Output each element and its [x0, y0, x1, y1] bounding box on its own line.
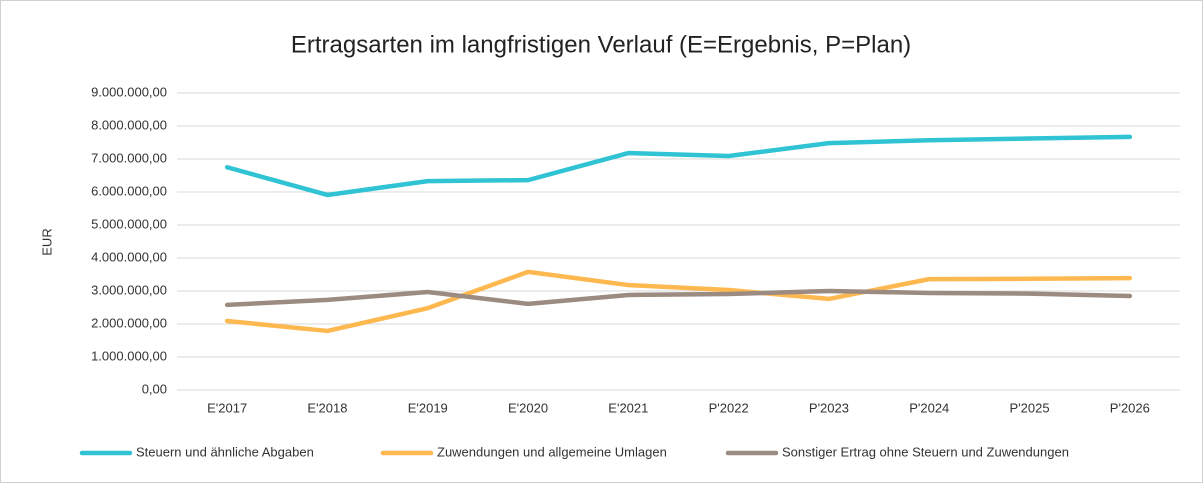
series-line [224, 134, 1133, 198]
x-tick-label: E'2021 [608, 400, 648, 415]
x-tick-label: P'2022 [709, 400, 749, 415]
y-tick-label: 5.000.000,00 [91, 216, 167, 231]
x-tick-label: P'2025 [1010, 400, 1050, 415]
legend-label: Steuern und ähnliche Abgaben [136, 444, 314, 459]
x-tick-label: E'2020 [508, 400, 548, 415]
x-tick-label: E'2017 [207, 400, 247, 415]
legend-label: Sonstiger Ertrag ohne Steuern und Zuwend… [782, 444, 1069, 459]
y-tick-label: 1.000.000,00 [91, 348, 167, 363]
y-tick-label: 2.000.000,00 [91, 315, 167, 330]
x-tick-label: P'2026 [1110, 400, 1150, 415]
x-tick-label: E'2018 [307, 400, 347, 415]
y-tick-label: 4.000.000,00 [91, 249, 167, 264]
chart-title: Ertragsarten im langfristigen Verlauf (E… [291, 31, 911, 58]
y-tick-label: 8.000.000,00 [91, 117, 167, 132]
x-tick-label: E'2019 [408, 400, 448, 415]
y-tick-label: 7.000.000,00 [91, 150, 167, 165]
y-tick-label: 6.000.000,00 [91, 183, 167, 198]
y-tick-label: 3.000.000,00 [91, 282, 167, 297]
y-tick-label: 0,00 [142, 381, 167, 396]
y-axis-label: EUR [39, 228, 54, 255]
series-line [224, 288, 1133, 308]
x-tick-label: P'2023 [809, 400, 849, 415]
x-tick-label: P'2024 [909, 400, 949, 415]
series-line [224, 269, 1133, 334]
y-tick-label: 9.000.000,00 [91, 84, 167, 99]
legend-label: Zuwendungen und allgemeine Umlagen [437, 444, 667, 459]
